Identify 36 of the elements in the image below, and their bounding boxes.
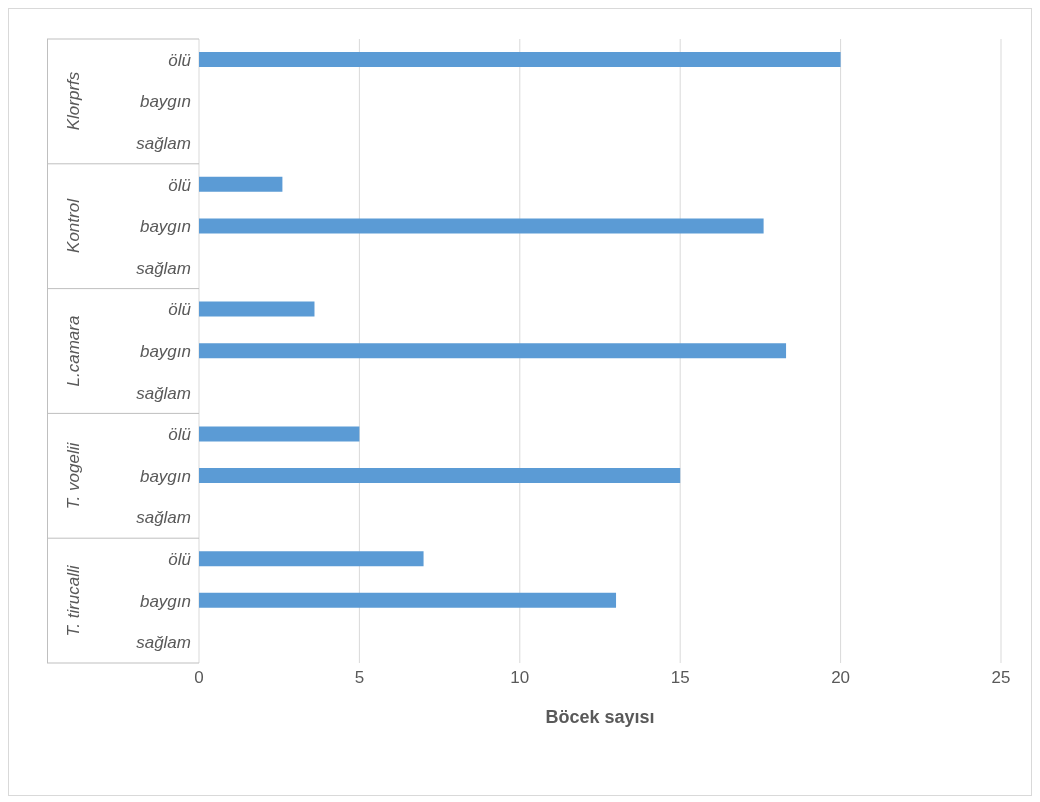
y-tick-label: ölü <box>168 425 192 445</box>
text: T. tirucalli <box>64 565 84 637</box>
bar <box>199 218 764 234</box>
y-tick-label: ölü <box>168 175 192 195</box>
y-tick-label: sağlam <box>136 633 191 653</box>
x-axis-title: Böcek sayısı <box>545 707 655 727</box>
x-tick-label: 20 <box>831 668 851 688</box>
y-tick-label: sağlam <box>136 508 191 528</box>
bar <box>199 468 681 483</box>
y-tick-label: ölü <box>168 550 192 570</box>
x-tick-label: 15 <box>670 668 690 688</box>
y-tick-label: sağlam <box>136 258 191 278</box>
text: L.camara <box>64 315 84 387</box>
y-tick-label: baygın <box>139 591 191 611</box>
text: T. vogelii <box>64 442 84 510</box>
bar <box>199 426 360 442</box>
x-tick-label: 10 <box>510 668 530 688</box>
bar <box>199 52 841 67</box>
bar <box>199 592 617 608</box>
bar <box>199 301 315 317</box>
x-tick-label: 5 <box>354 668 365 688</box>
y-tick-label: baygın <box>139 217 191 237</box>
y-tick-label: ölü <box>168 300 192 320</box>
bar <box>199 551 424 567</box>
y-tick-label: sağlam <box>136 134 191 154</box>
y-tick-label: baygın <box>139 466 191 486</box>
y-tick-label: sağlam <box>136 383 191 403</box>
y-tick-label: ölü <box>168 50 192 70</box>
text: Kontrol <box>64 199 84 254</box>
y-tick-label: baygın <box>139 92 191 112</box>
bar <box>199 343 787 359</box>
x-tick-label: 0 <box>194 668 204 688</box>
x-tick-label: 25 <box>991 668 1011 688</box>
bar <box>199 176 283 192</box>
y-tick-label: baygın <box>139 342 191 362</box>
text: Klorprfs <box>64 72 84 131</box>
